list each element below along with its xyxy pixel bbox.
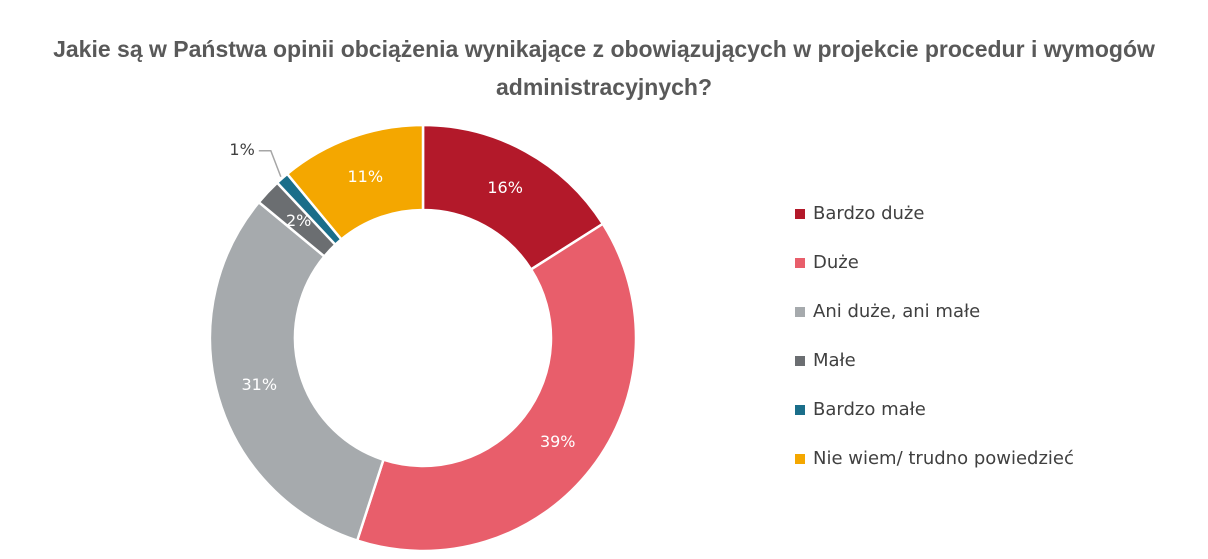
data-label: 39%: [540, 432, 576, 451]
legend-label: Bardzo małe: [813, 399, 926, 420]
legend-label: Małe: [813, 350, 856, 371]
data-label: 1%: [229, 140, 254, 159]
legend-label: Bardzo duże: [813, 203, 924, 224]
data-label: 16%: [487, 178, 523, 197]
data-label: 31%: [241, 375, 277, 394]
legend-swatch: [795, 307, 805, 317]
slice: [355, 222, 638, 553]
legend-label: Nie wiem/ trudno powiedzieć: [813, 448, 1074, 469]
data-label: 11%: [347, 167, 383, 186]
legend-swatch: [795, 258, 805, 268]
slice: [208, 200, 386, 543]
legend-swatch: [795, 454, 805, 464]
slice: [285, 123, 425, 242]
data-label: 2%: [286, 211, 311, 230]
legend-swatch: [795, 209, 805, 219]
legend-label: Duże: [813, 252, 859, 273]
legend-swatch: [795, 405, 805, 415]
leader-line: [258, 149, 282, 177]
chart-title: Jakie są w Państwa opinii obciążenia wyn…: [53, 36, 1155, 100]
legend-label: Ani duże, ani małe: [813, 301, 980, 322]
legend-swatch: [795, 356, 805, 366]
